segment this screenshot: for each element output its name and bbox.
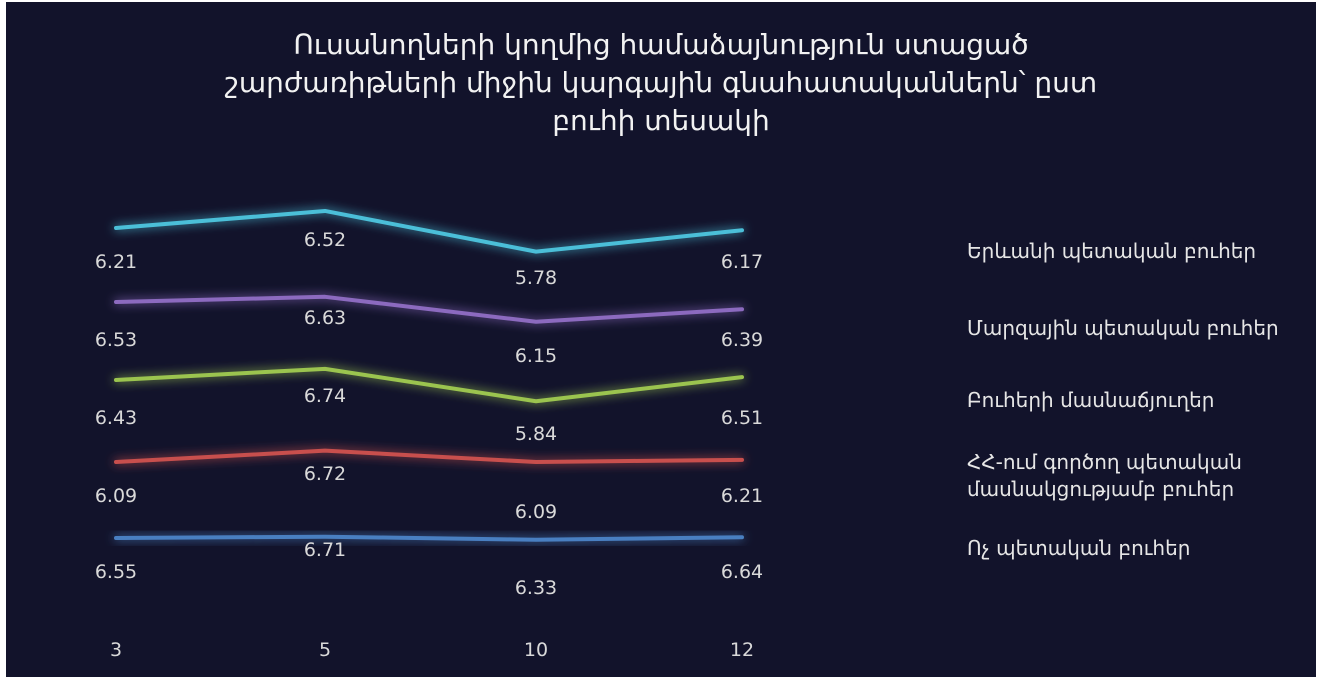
legend-label: Ոչ պետական բուհեր xyxy=(967,536,1190,560)
legend-label: Երևանի պետական բուհեր xyxy=(967,239,1256,263)
data-label: 6.09 xyxy=(95,485,137,507)
series-line-2 xyxy=(114,294,744,324)
data-label: 6.17 xyxy=(721,251,763,273)
legend-item: ՀՀ-ում գործող պետական մասնակցությամբ բուհ… xyxy=(911,450,1242,501)
data-label: 6.21 xyxy=(721,485,763,507)
legend-label: Բուհերի մասնաճյուղեր xyxy=(967,388,1214,412)
legend-item: Մարզային պետական բուհեր xyxy=(911,316,1279,340)
chart-title-line-2: շարժառիթների միջին կարգային գնահատականնե… xyxy=(224,66,1098,99)
data-label: 6.39 xyxy=(721,329,763,351)
legend-label: ՀՀ-ում գործող պետական մասնակցությամբ բուհ… xyxy=(967,450,1242,501)
data-label: 6.72 xyxy=(304,463,346,485)
x-tick-label: 12 xyxy=(730,639,754,661)
x-tick-label: 3 xyxy=(110,639,122,661)
series-line-1 xyxy=(114,208,744,254)
legend-item: Բուհերի մասնաճյուղեր xyxy=(911,388,1214,412)
legend-item: Ոչ պետական բուհեր xyxy=(911,536,1190,560)
series-line-3 xyxy=(114,366,744,404)
data-label: 6.51 xyxy=(721,407,763,429)
x-tick-label: 10 xyxy=(524,639,548,661)
chart-title-line-1: Ուսանողների կողմից համաձայնություն ստացա… xyxy=(293,28,1029,61)
data-label: 5.78 xyxy=(515,267,557,289)
data-label: 6.63 xyxy=(304,307,346,329)
data-label: 6.33 xyxy=(515,577,557,599)
data-label: 6.52 xyxy=(304,229,346,251)
chart-title: Ուսանողների կողմից համաձայնություն ստացա… xyxy=(0,26,1322,140)
data-label: 6.43 xyxy=(95,407,137,429)
data-label: 6.21 xyxy=(95,251,137,273)
series-line-5 xyxy=(114,534,744,542)
x-tick-label: 5 xyxy=(319,639,331,661)
data-label: 5.84 xyxy=(515,423,557,445)
legend-label: Մարզային պետական բուհեր xyxy=(967,316,1279,340)
data-label: 6.55 xyxy=(95,561,137,583)
data-label: 6.64 xyxy=(721,561,763,583)
data-label: 6.53 xyxy=(95,329,137,351)
legend-item: Երևանի պետական բուհեր xyxy=(911,239,1256,263)
data-label: 6.74 xyxy=(304,385,346,407)
data-label: 6.15 xyxy=(515,345,557,367)
data-label: 6.71 xyxy=(304,539,346,561)
data-label: 6.09 xyxy=(515,501,557,523)
series-line-4 xyxy=(114,448,744,464)
chart-title-line-3: բուհի տեսակի xyxy=(552,104,770,137)
chart-area xyxy=(6,2,1316,677)
